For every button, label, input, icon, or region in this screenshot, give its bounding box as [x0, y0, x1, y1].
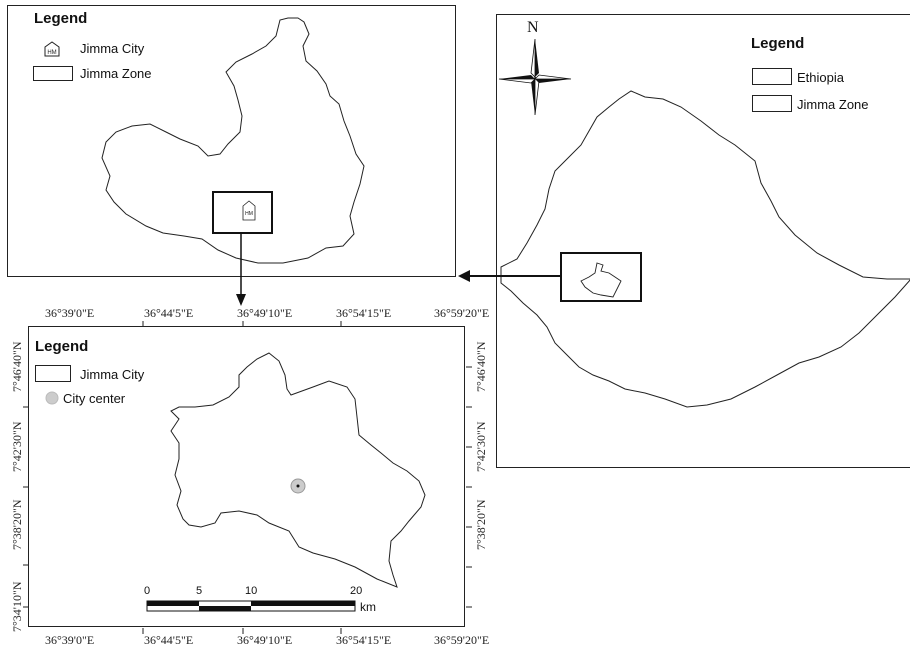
city-legend-title: Legend — [35, 338, 89, 355]
lon-label-top-2: 36°49'10"E — [237, 306, 293, 320]
ethiopia-legend-title: Legend — [751, 35, 805, 52]
jimma-city-map-panel: Legend Jimma City City center — [23, 321, 472, 634]
lat-label-left-2: 7°38'20"N — [10, 499, 24, 550]
city-legend-city-swatch — [35, 365, 71, 382]
ethiopia-legend-country-label: Ethiopia — [797, 70, 844, 85]
scale-bar — [146, 600, 356, 612]
lat-label-left-1: 7°42'30"N — [10, 421, 24, 472]
north-arrow-icon — [498, 38, 572, 116]
zone-legend-zone-swatch — [33, 66, 73, 81]
zone-legend-city-label: Jimma City — [80, 41, 145, 56]
north-label: N — [527, 19, 539, 36]
svg-text:HM: HM — [47, 50, 56, 56]
ethiopia-legend-country-swatch — [752, 68, 792, 85]
lat-label-right-0: 7°46'40"N — [474, 341, 488, 392]
lon-label-bottom-2: 36°49'10"E — [237, 633, 293, 647]
lon-label-top-0: 36°39'0"E — [45, 306, 95, 320]
graticule-ticks — [23, 321, 472, 634]
city-center-legend-icon — [45, 391, 59, 405]
scale-tick-5: 5 — [196, 585, 203, 597]
ethiopia-legend-zone-label: Jimma Zone — [797, 97, 869, 112]
lat-label-left-3: 7°34'10"N — [10, 581, 24, 632]
scale-unit: km — [360, 600, 376, 614]
jimma-zone-boundary — [101, 17, 365, 264]
lon-label-top-3: 36°54'15"E — [336, 306, 392, 320]
city-center-marker — [290, 478, 306, 494]
lon-label-bottom-0: 36°39'0"E — [45, 633, 95, 647]
scale-tick-0: 0 — [144, 585, 151, 597]
ethiopia-map-panel: N Legend Ethiopia Jimma Zone — [496, 14, 910, 468]
jimma-zone-map-panel: Legend HM Jimma City Jimma Zone HM — [7, 5, 456, 277]
lat-label-left-0: 7°46'40"N — [10, 341, 24, 392]
lat-label-right-1: 7°42'30"N — [474, 421, 488, 472]
house-marker-icon: HM — [44, 41, 60, 57]
ethiopia-boundary — [500, 90, 910, 408]
zone-city-marker-label: HM — [245, 211, 253, 217]
jimma-city-boundary — [23, 321, 472, 634]
lon-label-bottom-1: 36°44'5"E — [144, 633, 194, 647]
scale-tick-10: 10 — [245, 585, 258, 597]
lon-label-top-1: 36°44'5"E — [144, 306, 194, 320]
lon-label-top-4: 36°59'20"E — [434, 306, 490, 320]
zone-legend-title: Legend — [34, 10, 88, 27]
lon-label-bottom-4: 36°59'20"E — [434, 633, 490, 647]
scale-tick-20: 20 — [350, 585, 363, 597]
city-legend-center-label: City center — [63, 391, 126, 406]
city-legend-city-label: Jimma City — [80, 367, 145, 382]
lat-label-right-2: 7°38'20"N — [474, 499, 488, 550]
zone-legend-zone-label: Jimma Zone — [80, 66, 152, 81]
ethiopia-legend-zone-swatch — [752, 95, 792, 112]
lon-label-bottom-3: 36°54'15"E — [336, 633, 392, 647]
